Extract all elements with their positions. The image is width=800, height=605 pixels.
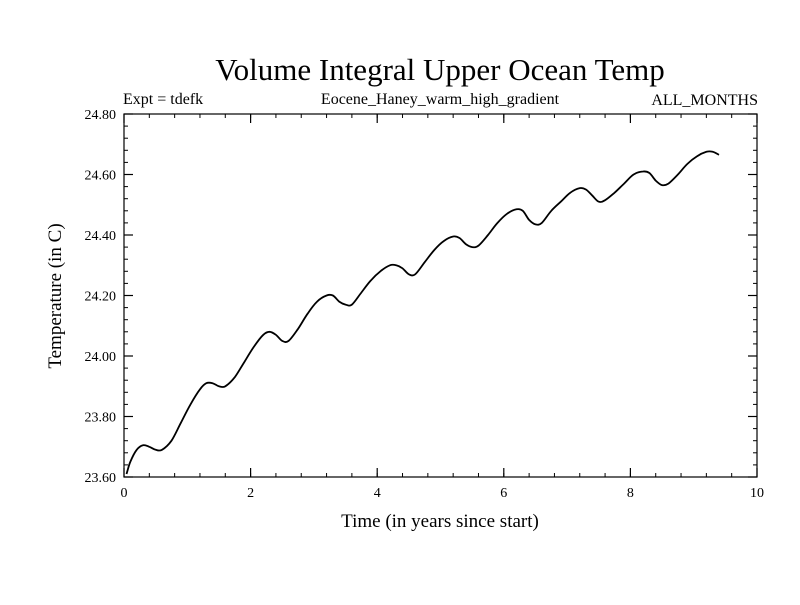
months-label: ALL_MONTHS: [651, 92, 758, 109]
y-tick-label: 23.60: [85, 471, 117, 486]
axes: 0 2 4 6 8 10 23.60 23.80 24.00 24.20 24.40 24.60 24.…: [85, 108, 765, 501]
y-tick-label: 24.60: [85, 169, 117, 184]
x-tick-label: 6: [500, 486, 507, 501]
y-tick-label: 24.40: [85, 229, 117, 244]
x-tick-label: 8: [627, 486, 634, 501]
y-tick-label: 24.80: [85, 108, 117, 123]
plot-frame: [123, 113, 758, 478]
experiment-label: Expt = tdefk: [123, 91, 203, 108]
x-tick-label: 0: [121, 486, 128, 501]
y-tick-label: 24.20: [85, 290, 117, 305]
y-tick-label: 24.00: [85, 350, 117, 365]
y-axis-label: Temperature (in C): [45, 223, 66, 368]
x-tick-label: 4: [374, 486, 381, 501]
y-tick-label: 23.80: [85, 411, 117, 426]
series-line: [125, 150, 720, 475]
chart-title: Volume Integral Upper Ocean Temp: [215, 52, 665, 87]
x-tick-label: 2: [247, 486, 254, 501]
x-axis-label: Time (in years since start): [341, 511, 539, 532]
series-layer: [125, 150, 720, 475]
experiment-name: Eocene_Haney_warm_high_gradient: [321, 91, 560, 108]
x-tick-label: 10: [750, 486, 764, 501]
